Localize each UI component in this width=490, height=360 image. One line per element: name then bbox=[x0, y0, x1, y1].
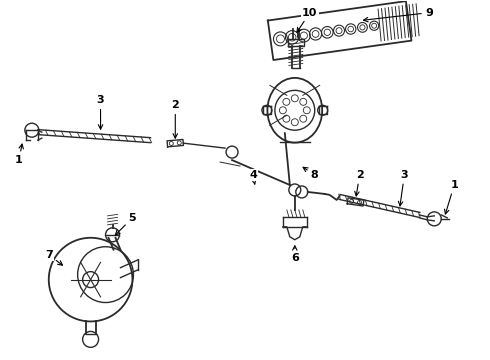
Text: 2: 2 bbox=[172, 100, 179, 138]
Text: 8: 8 bbox=[303, 167, 318, 180]
Text: 1: 1 bbox=[15, 144, 24, 165]
Text: 9: 9 bbox=[364, 8, 433, 22]
Text: 2: 2 bbox=[355, 170, 364, 196]
Text: 3: 3 bbox=[398, 170, 408, 206]
Text: 4: 4 bbox=[249, 170, 257, 184]
Text: 7: 7 bbox=[45, 250, 63, 265]
Text: 3: 3 bbox=[97, 95, 104, 129]
Text: 1: 1 bbox=[444, 180, 458, 214]
Text: 6: 6 bbox=[291, 246, 299, 263]
Text: 5: 5 bbox=[115, 213, 136, 235]
Text: 10: 10 bbox=[297, 8, 318, 32]
